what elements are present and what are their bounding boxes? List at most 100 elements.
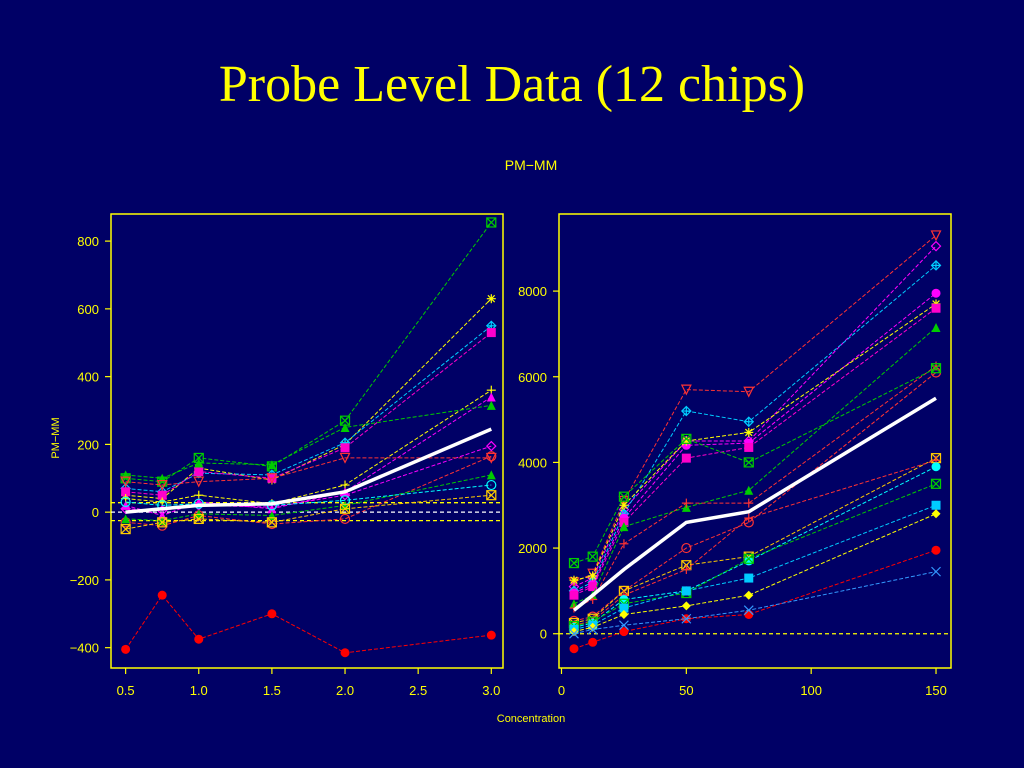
right-series-8-line (573, 365, 937, 609)
right-x-tick-label: 50 (679, 683, 693, 698)
left-series-8-point (485, 440, 497, 452)
right-series-12-point (744, 513, 754, 523)
left-y-tick-label: 400 (77, 370, 99, 385)
right-series-16-point (744, 590, 754, 600)
right-y-tick-label: 0 (540, 627, 547, 642)
right-y-tick-label: 2000 (518, 541, 547, 556)
left-series-14-point (157, 590, 167, 600)
left-series-9-line (125, 455, 492, 527)
right-x-tick-label: 0 (558, 683, 565, 698)
left-series-8-line (125, 445, 492, 512)
left-y-tick-label: 600 (77, 302, 99, 317)
right-series-10-point (743, 457, 754, 468)
left-series-13-point (193, 513, 204, 525)
right-series-11-line (573, 457, 937, 624)
right-series-6-line (573, 307, 937, 596)
right-series-10-point (587, 551, 598, 562)
left-series-10 (120, 452, 497, 491)
right-series-4-point (931, 288, 941, 298)
right-series-10-point (568, 557, 580, 569)
left-y-tick-label: −200 (70, 573, 99, 588)
left-x-tick-label: 3.0 (482, 683, 500, 698)
left-series-14-point (121, 644, 131, 654)
left-series-10-point (266, 473, 278, 485)
right-series-1 (568, 230, 942, 589)
right-series-18-point (931, 566, 941, 577)
left-series-4-point (121, 487, 131, 497)
left-series-6-point (121, 500, 131, 510)
left-series-10-point (193, 476, 205, 488)
left-series-14-line (125, 594, 492, 654)
right-series-3-line (573, 265, 937, 592)
left-panel: 0.5 1.0 1.5 2.0 2.5 3.0 −400 −200 0 200 400 600 800 (70, 213, 504, 698)
right-series-8-point (681, 498, 691, 508)
right-series-10-point (930, 363, 942, 374)
left-series-13 (120, 490, 497, 535)
right-series-7 (569, 323, 941, 609)
left-series-10-point (339, 452, 351, 464)
right-series-6 (569, 303, 941, 600)
right-series-1-point (680, 384, 692, 396)
left-series-4-line (125, 332, 492, 496)
left-median-line (125, 427, 492, 514)
left-series-7-point (340, 422, 350, 432)
right-series-17-point (931, 545, 941, 555)
left-x-tick-label: 1.0 (190, 683, 208, 698)
left-series-13-point (266, 517, 277, 528)
left-plot-frame (110, 213, 504, 669)
right-series-18-line (573, 571, 937, 635)
right-series-5-point (681, 436, 691, 446)
left-series-4-point (486, 328, 496, 338)
right-series-5-point (619, 500, 629, 510)
right-series-2 (568, 240, 942, 592)
left-series-8-point (120, 503, 131, 515)
right-series-15-point (931, 500, 941, 510)
right-series-7-point (744, 485, 754, 495)
left-series-4 (121, 328, 496, 500)
left-series-7-point (267, 460, 277, 470)
right-series-10-line (573, 367, 937, 564)
right-series-2-point (930, 240, 942, 252)
right-series-14-point (930, 478, 942, 489)
right-series-5-point (588, 571, 598, 581)
left-series-6-point (267, 504, 277, 514)
left-series-13-point (120, 523, 131, 535)
right-series-4-line (573, 292, 937, 594)
left-series-2-line (125, 298, 492, 500)
right-series-3-point (743, 416, 755, 428)
right-series-18-point (743, 605, 754, 616)
right-series-8-point (619, 539, 629, 549)
left-series-13-line (125, 494, 492, 530)
left-series-3-line (125, 325, 492, 493)
right-series-18 (569, 566, 941, 639)
right-series-1-point (930, 230, 942, 242)
left-series-10-point (156, 479, 168, 491)
right-series-5 (569, 299, 941, 585)
right-median-line (572, 396, 937, 612)
right-series-7-point (931, 323, 941, 332)
x-axis-label: Concentration (497, 713, 566, 725)
left-y-tick-label: 0 (92, 505, 99, 520)
left-series-9-point (339, 513, 351, 525)
left-series-7 (121, 400, 496, 483)
slide-title: Probe Level Data (12 chips) (218, 56, 806, 113)
left-x-tick-label: 0.5 (117, 683, 135, 698)
left-series-7-line (125, 404, 492, 479)
left-series-10-point (485, 452, 497, 464)
right-series-15-point (619, 603, 629, 613)
left-y-tick-label: −400 (70, 641, 99, 656)
left-series-6-point (486, 392, 496, 402)
right-series-16-point (931, 509, 941, 519)
right-series-18-point (569, 628, 579, 639)
right-y-tick-label: 6000 (518, 370, 547, 385)
left-series-11-point (157, 516, 167, 526)
right-series-8-point (931, 361, 941, 371)
right-y-tick-label: 8000 (518, 284, 547, 299)
left-series-11-line (125, 474, 492, 522)
left-series-14-point (340, 648, 350, 658)
right-series-10-point (681, 433, 692, 444)
right-series-1-point (743, 386, 755, 398)
left-series-4-point (157, 490, 167, 500)
plot-layer: 0.5 1.0 1.5 2.0 2.5 3.0−400−20002004006008000… (70, 213, 952, 698)
